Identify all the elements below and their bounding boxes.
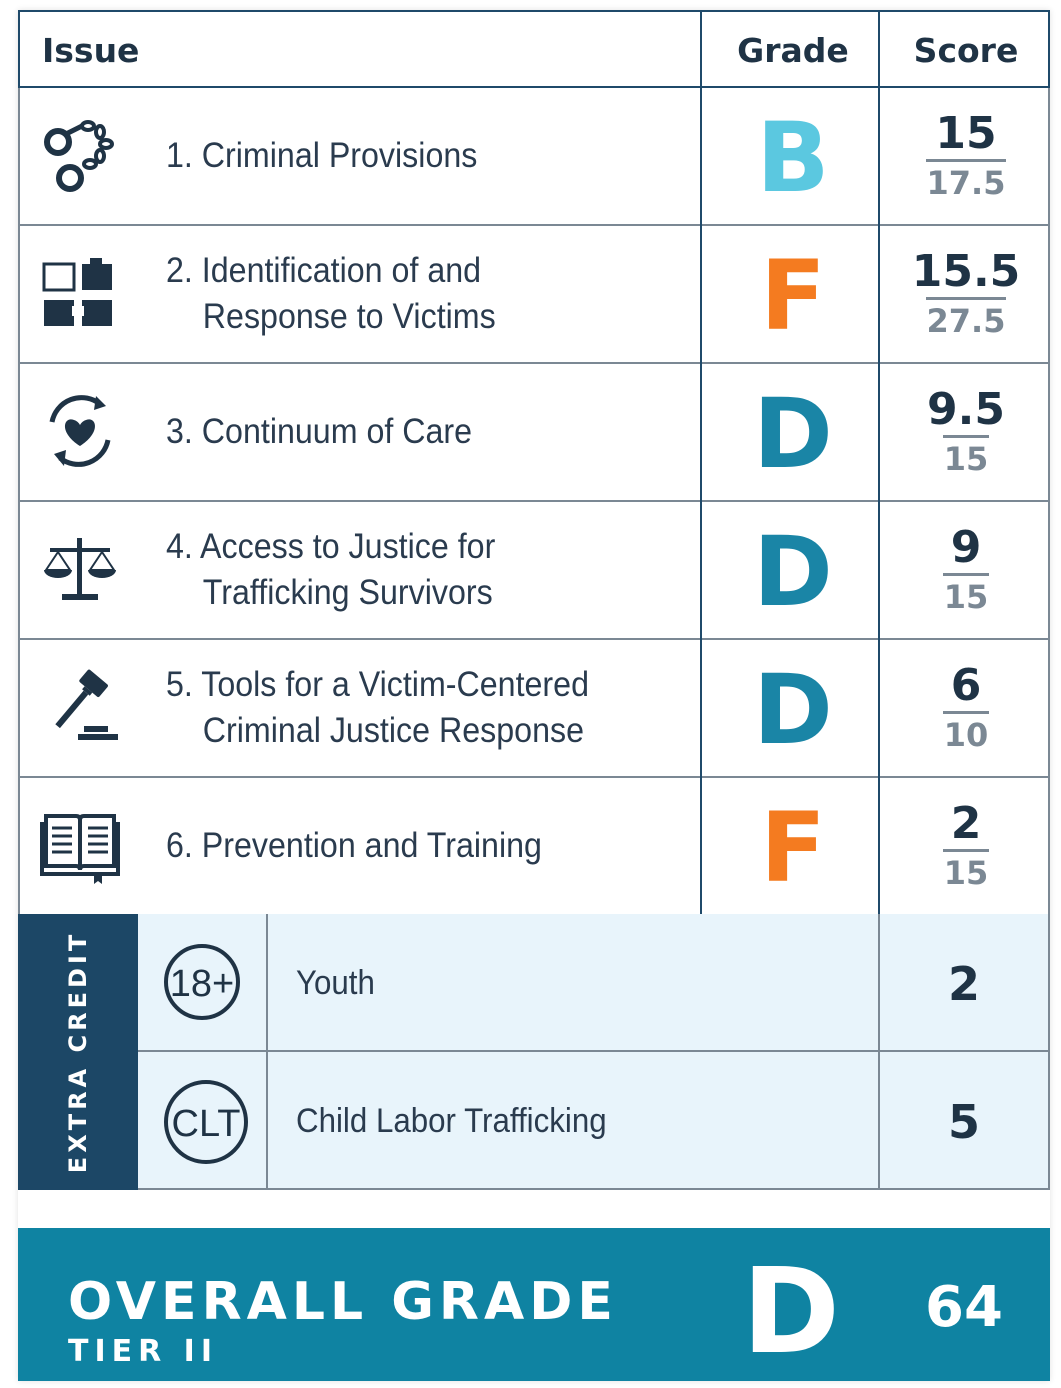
clt-icon: CLT bbox=[164, 1080, 248, 1164]
score-value: 9.5 bbox=[927, 383, 1005, 435]
extra-credit-score: 5 bbox=[878, 1052, 1048, 1188]
scorecard: Issue Grade Score 1. Criminal Provisions… bbox=[18, 10, 1050, 1381]
score-value: 15 bbox=[935, 107, 997, 159]
overall-grade-banner: OVERALL GRADE TIER II D 64 bbox=[18, 1228, 1050, 1381]
extra-credit-label: EXTRA CREDIT bbox=[18, 914, 138, 1190]
book-icon bbox=[40, 814, 120, 884]
handcuffs-icon bbox=[44, 120, 114, 192]
score-divider bbox=[926, 158, 1006, 162]
extra-credit-score: 2 bbox=[878, 914, 1048, 1050]
score-divider bbox=[943, 434, 989, 438]
header-grade: Grade bbox=[737, 31, 849, 70]
extra-credit-item-label: Child Labor Trafficking bbox=[296, 1102, 607, 1140]
overall-score: 64 bbox=[925, 1275, 1003, 1340]
heart-cycle-icon bbox=[49, 395, 111, 467]
issue-label: 4. Access to Justice for Trafficking Sur… bbox=[166, 502, 654, 638]
badge-text: CLT bbox=[172, 1103, 241, 1145]
score-value: 6 bbox=[950, 659, 982, 711]
puzzle-icon bbox=[42, 258, 112, 326]
issue-label: 1. Criminal Provisions bbox=[166, 88, 654, 224]
issue-grade: F bbox=[760, 240, 826, 352]
issue-label-line1: 5. Tools for a Victim-Centered bbox=[166, 665, 589, 704]
issue-label: 5. Tools for a Victim-Centered Criminal … bbox=[166, 640, 654, 776]
issue-grade: D bbox=[753, 516, 833, 628]
issue-row: 3. Continuum of Care D 9.5 15 bbox=[18, 364, 1050, 502]
issue-row: 2. Identification of and Response to Vic… bbox=[18, 226, 1050, 364]
issue-score: 9.5 15 bbox=[882, 364, 1050, 500]
issue-label: 2. Identification of and Response to Vic… bbox=[166, 226, 654, 362]
badge-cell: 18+ bbox=[138, 914, 268, 1050]
extra-credit-title: EXTRA CREDIT bbox=[64, 930, 92, 1174]
overall-grade: D bbox=[742, 1242, 840, 1380]
issue-row: 6. Prevention and Training F 2 15 bbox=[18, 778, 1050, 916]
score-divider bbox=[926, 296, 1006, 300]
issue-label: 3. Continuum of Care bbox=[166, 364, 654, 500]
badge-cell: CLT bbox=[138, 1052, 268, 1188]
extra-credit-item-label: Youth bbox=[296, 964, 375, 1002]
score-max: 10 bbox=[943, 715, 989, 754]
issue-grade: B bbox=[756, 102, 830, 214]
issue-score: 9 15 bbox=[882, 502, 1050, 638]
issue-score: 15 17.5 bbox=[882, 88, 1050, 224]
score-divider bbox=[943, 848, 989, 852]
issue-score: 6 10 bbox=[882, 640, 1050, 776]
issue-grade: D bbox=[753, 654, 833, 766]
issue-grade: F bbox=[760, 792, 826, 904]
issue-label-line1: 4. Access to Justice for bbox=[166, 527, 496, 566]
score-divider bbox=[943, 710, 989, 714]
header-issue: Issue bbox=[42, 31, 140, 70]
issue-label-line1: 2. Identification of and bbox=[166, 251, 482, 290]
overall-tier: TIER II bbox=[68, 1334, 218, 1369]
issue-label-line1: 3. Continuum of Care bbox=[166, 412, 473, 451]
table-header: Issue Grade Score bbox=[18, 10, 1050, 88]
extra-credit-row: 18+ Youth 2 bbox=[138, 914, 1050, 1052]
issue-label-line1: 6. Prevention and Training bbox=[166, 826, 542, 865]
extra-credit-row: CLT Child Labor Trafficking 5 bbox=[138, 1052, 1050, 1190]
issue-score: 2 15 bbox=[882, 778, 1050, 914]
score-value: 9 bbox=[950, 521, 982, 573]
score-column-divider bbox=[878, 10, 880, 1190]
overall-title: OVERALL GRADE bbox=[68, 1272, 618, 1332]
grade-column-divider bbox=[700, 10, 702, 914]
issue-label: 6. Prevention and Training bbox=[166, 778, 654, 914]
gavel-icon bbox=[55, 669, 118, 740]
issue-score: 15.5 27.5 bbox=[882, 226, 1050, 362]
issue-grade: D bbox=[753, 378, 833, 490]
issue-row: 1. Criminal Provisions B 15 17.5 bbox=[18, 88, 1050, 226]
header-score: Score bbox=[913, 31, 1019, 70]
issue-row: 4. Access to Justice for Trafficking Sur… bbox=[18, 502, 1050, 640]
scales-icon bbox=[44, 538, 116, 600]
score-max: 15 bbox=[943, 853, 989, 892]
badge-text: 18+ bbox=[170, 963, 234, 1005]
issue-label-line2: Criminal Justice Response bbox=[202, 711, 584, 750]
issue-label-line2: Response to Victims bbox=[202, 297, 496, 336]
score-value: 2 bbox=[950, 797, 982, 849]
score-max: 15 bbox=[943, 577, 989, 616]
score-divider bbox=[943, 572, 989, 576]
age-18-icon: 18+ bbox=[164, 944, 240, 1020]
score-value: 15.5 bbox=[911, 245, 1021, 297]
score-max: 27.5 bbox=[926, 301, 1006, 340]
issue-row: 5. Tools for a Victim-Centered Criminal … bbox=[18, 640, 1050, 778]
issue-label-line1: 1. Criminal Provisions bbox=[166, 136, 478, 175]
score-max: 15 bbox=[943, 439, 989, 478]
issue-label-line2: Trafficking Survivors bbox=[202, 573, 493, 612]
score-max: 17.5 bbox=[926, 163, 1006, 202]
